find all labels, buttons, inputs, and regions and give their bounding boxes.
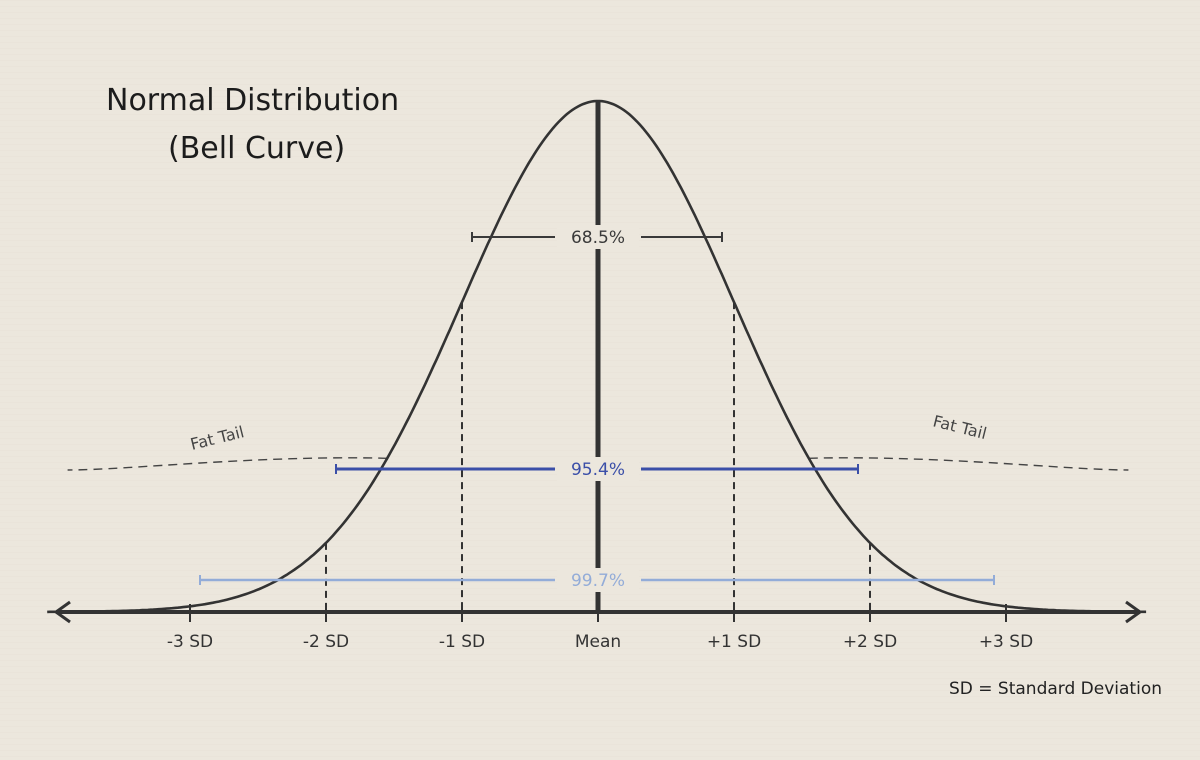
range-label: 99.7% xyxy=(571,571,625,591)
chart-title-line1: Normal Distribution xyxy=(106,83,399,118)
x-tick-label-3sd: -3 SD xyxy=(167,632,213,652)
range-label-bg xyxy=(557,568,639,592)
footnote-sd: SD = Standard Deviation xyxy=(949,679,1162,699)
chart-title-line2: (Bell Curve) xyxy=(168,131,345,166)
x-tick-label-1sd: -1 SD xyxy=(439,632,485,652)
x-axis-arrow-left xyxy=(53,600,71,624)
range-label-bg xyxy=(557,225,639,249)
range-label: 95.4% xyxy=(571,460,625,480)
range-bracket-1sd: 68.5% xyxy=(471,225,723,249)
x-axis-arrow-right xyxy=(1125,600,1143,624)
x-tick-label-mean: Mean xyxy=(575,632,621,652)
fat-tail-curve-left xyxy=(67,457,388,471)
x-tick-label-2sd: -2 SD xyxy=(303,632,349,652)
fat-tail-curve-right xyxy=(808,457,1129,471)
range-label-bg xyxy=(557,457,639,481)
range-label: 68.5% xyxy=(571,228,625,248)
range-bracket-3sd: 99.7% xyxy=(199,568,995,592)
x-tick-label-3sd: +3 SD xyxy=(979,632,1033,652)
mean-line xyxy=(595,101,601,612)
x-tick-label-2sd: +2 SD xyxy=(843,632,897,652)
x-tick-label-1sd: +1 SD xyxy=(707,632,761,652)
range-bracket-2sd: 95.4% xyxy=(335,457,859,481)
